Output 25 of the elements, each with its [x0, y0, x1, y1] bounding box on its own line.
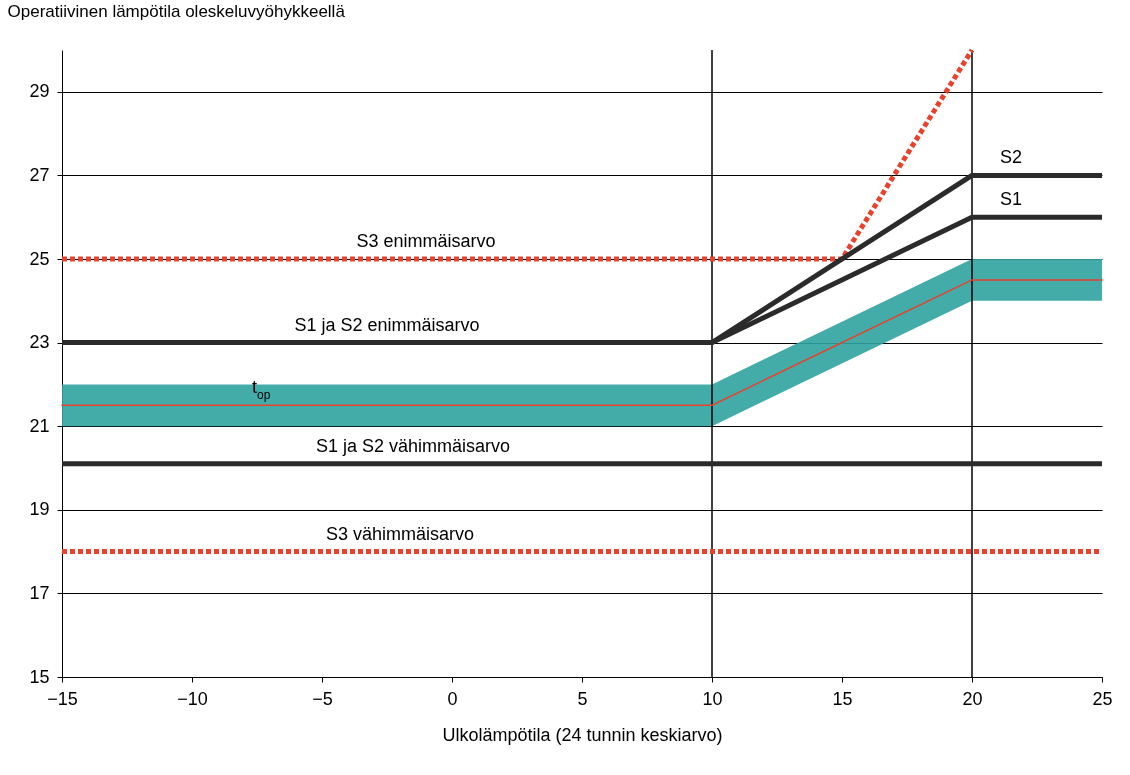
x-tick-label: −10: [177, 688, 208, 709]
annotation: S3 vähimmäisarvo: [325, 523, 475, 544]
x-tick-label: −5: [312, 688, 333, 709]
annotation: S1: [999, 189, 1023, 210]
y-tick-label: 15: [29, 666, 50, 687]
y-tick-label: 19: [29, 499, 50, 520]
y-tick-label: 23: [29, 332, 50, 353]
annotation: S3 enimmäisarvo: [356, 231, 496, 251]
x-tick-label: 15: [832, 688, 853, 709]
x-tick-label: 5: [577, 688, 588, 709]
x-tick-label: 25: [1092, 688, 1113, 709]
annotation: S1 ja S2 enimmäisarvo: [294, 314, 480, 335]
y-tick-label: 25: [29, 248, 50, 269]
annotation: S2: [999, 147, 1023, 168]
y-axis-title: Operatiivinen lämpötila oleskeluvyöhykkeellä: [7, 1, 346, 21]
x-tick-label: 20: [962, 688, 983, 709]
annotation: S1 ja S2 vähimmäisarvo: [315, 435, 511, 456]
y-tick-label: 21: [29, 415, 50, 436]
x-tick-label: −15: [47, 688, 78, 709]
x-tick-label: 10: [702, 688, 723, 709]
x-tick-label: 0: [447, 688, 458, 709]
y-tick-label: 29: [29, 81, 50, 102]
y-tick-label: 17: [29, 582, 50, 603]
x-axis-title: Ulkolämpötila (24 tunnin keskiarvo): [442, 724, 723, 745]
y-tick-label: 27: [29, 164, 50, 185]
